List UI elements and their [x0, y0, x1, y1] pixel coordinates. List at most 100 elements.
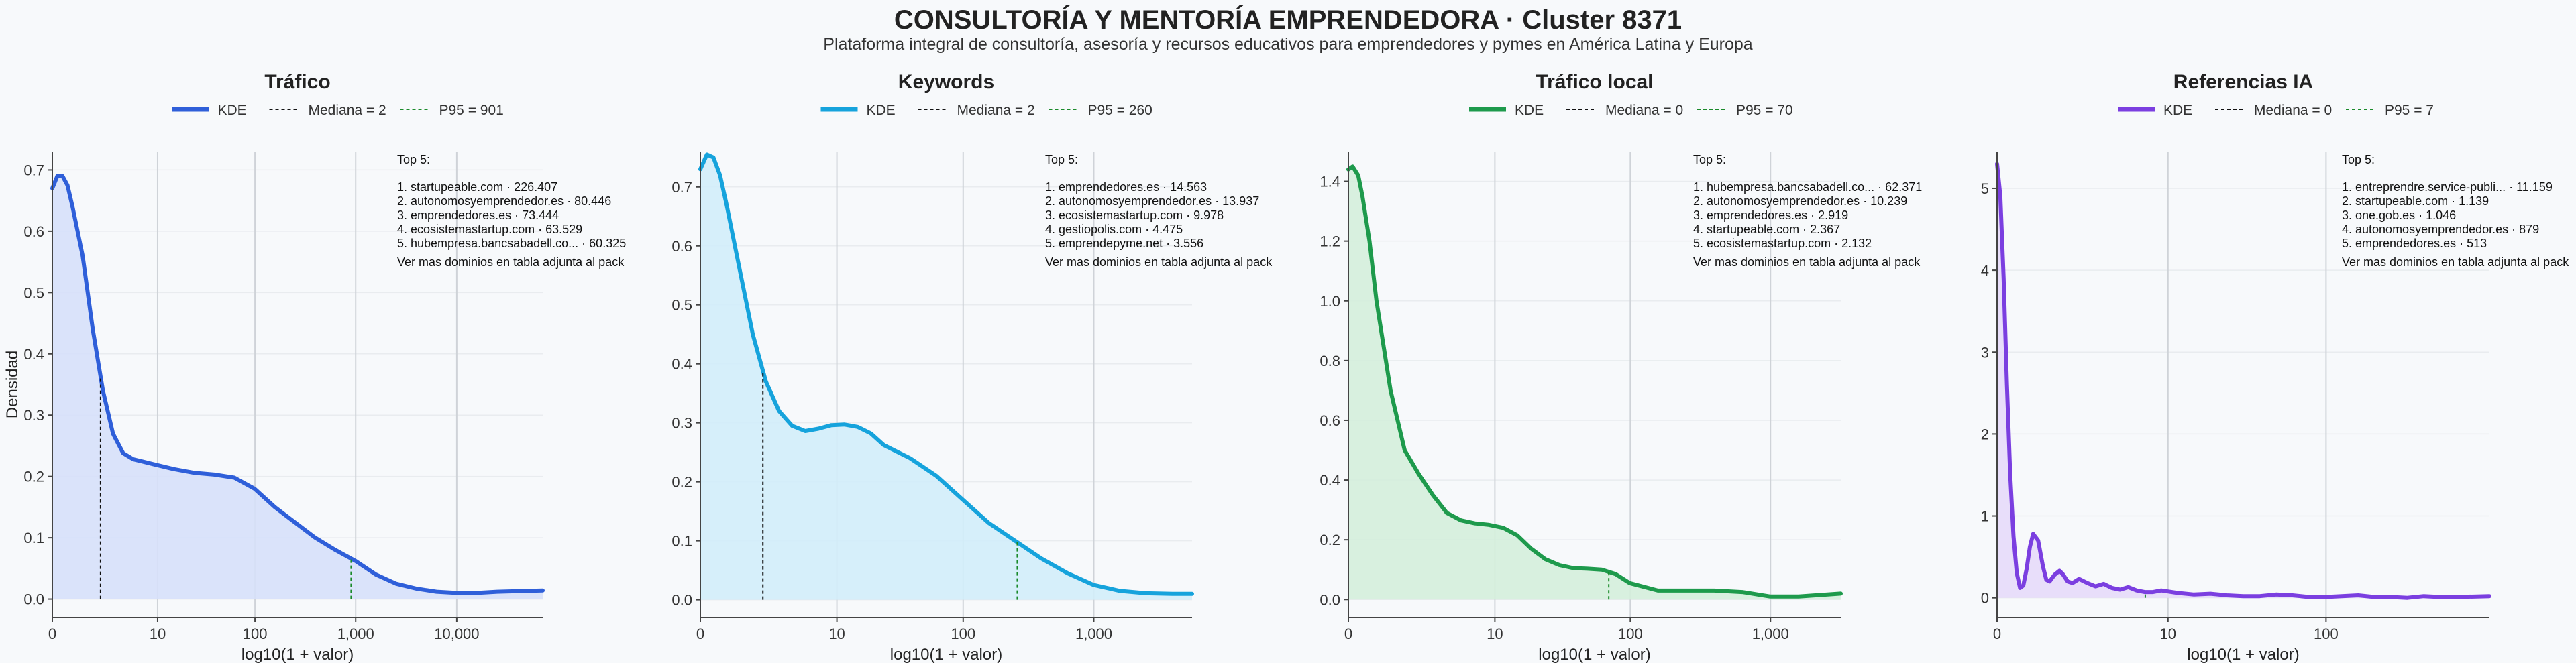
- y-tick-label: 0.6: [672, 238, 692, 255]
- kde-line: [698, 152, 1194, 596]
- annotation-item: 4. gestiopolis.com · 4.475: [1045, 223, 1183, 236]
- x-tick-label: 10: [150, 625, 166, 642]
- annotation-heading: Top 5:: [2342, 153, 2375, 166]
- kde-area: [52, 176, 543, 599]
- legend-p95-label: P95 = 901: [439, 103, 504, 118]
- x-tick-label: 10: [1487, 625, 1503, 642]
- annotation-item: 1. hubempresa.bancsabadell.co... · 62.37…: [1693, 180, 1922, 194]
- x-axis-label: log10(1 + valor): [1538, 646, 1650, 663]
- plot-area: [1997, 152, 2489, 617]
- annotation-item: 3. emprendedores.es · 2.919: [1693, 208, 1848, 222]
- x-tick-label: 100: [243, 625, 268, 642]
- annotation-footer: Ver mas dominios en tabla adjunta al pac…: [2342, 255, 2569, 269]
- legend-kde-label: KDE: [218, 103, 247, 118]
- x-axis-label: log10(1 + valor): [890, 646, 1002, 663]
- annotation-item: 2. startupeable.com · 1.139: [2342, 194, 2489, 208]
- y-tick-label: 0.1: [23, 530, 44, 546]
- x-tick-label: 0: [1993, 625, 2001, 642]
- legend-kde-label: KDE: [2163, 103, 2192, 118]
- annotation-item: 5. emprendepyme.net · 3.556: [1045, 237, 1203, 250]
- annotation-heading: Top 5:: [1693, 153, 1726, 166]
- page-title: CONSULTORÍA Y MENTORÍA EMPRENDEDORA · Cl…: [894, 5, 1682, 35]
- annotation-item: 5. ecosistemastartup.com · 2.132: [1693, 237, 1872, 250]
- kde-area: [700, 154, 1192, 600]
- annotation-item: 2. autonomosyemprendedor.es · 10.239: [1693, 194, 1907, 208]
- annotation-item: 3. ecosistemastartup.com · 9.978: [1045, 208, 1224, 222]
- legend-median-label: Mediana = 2: [957, 103, 1035, 118]
- y-tick-label: 0.1: [672, 533, 692, 550]
- y-tick-label: 0.4: [672, 356, 692, 373]
- annotation-item: 2. autonomosyemprendedor.es · 80.446: [397, 194, 611, 208]
- x-tick-label: 1,000: [337, 625, 374, 642]
- legend-median-label: Mediana = 0: [2254, 103, 2332, 118]
- chart-panel-4: 0 1 2 3 4 5 0 10 100 log10(1 + valor) Referencias …: [1981, 71, 2569, 663]
- annotation-footer: Ver mas dominios en tabla adjunta al pac…: [397, 255, 625, 269]
- y-tick-label: 0.0: [23, 591, 44, 608]
- y-tick-label: 0.8: [1320, 353, 1340, 369]
- y-tick-label: 1.0: [1320, 293, 1340, 310]
- y-tick-label: 0.3: [23, 407, 44, 424]
- legend-median-label: Mediana = 0: [1605, 103, 1683, 118]
- x-tick-label: 10: [2160, 625, 2176, 642]
- y-tick-label: 0.4: [1320, 472, 1340, 489]
- legend-median-label: Mediana = 2: [309, 103, 386, 118]
- annotation-heading: Top 5:: [397, 153, 430, 166]
- y-tick-label: 0.2: [1320, 532, 1340, 548]
- y-tick-label: 3: [1981, 344, 1989, 361]
- panel-title: Keywords: [898, 71, 994, 93]
- annotation-item: 5. hubempresa.bancsabadell.co... · 60.32…: [397, 237, 626, 250]
- kde-line: [1346, 164, 1843, 599]
- y-tick-label: 0.2: [23, 469, 44, 485]
- y-tick-label: 2: [1981, 426, 1989, 442]
- annotation-item: 4. startupeable.com · 2.367: [1693, 223, 1840, 236]
- kde-line: [50, 174, 545, 595]
- legend-p95-label: P95 = 70: [1736, 103, 1793, 118]
- y-tick-label: 0.0: [672, 592, 692, 609]
- y-tick-label: 0.5: [672, 297, 692, 314]
- x-tick-label: 0: [696, 625, 704, 642]
- annotation-item: 1. startupeable.com · 226.407: [397, 180, 557, 194]
- legend-p95-label: P95 = 7: [2385, 103, 2434, 118]
- x-axis-label: log10(1 + valor): [2187, 646, 2299, 663]
- y-axis-label: Densidad: [3, 351, 21, 418]
- chart-panel-3: 0.0 0.2 0.4 0.6 0.8 1.0 1.2 1.4 0 10 100 1,000 log10…: [1320, 71, 1922, 663]
- kde-area: [1348, 166, 1841, 600]
- x-tick-label: 10: [828, 625, 845, 642]
- y-tick-label: 5: [1981, 180, 1989, 197]
- kde-line: [1995, 162, 2491, 600]
- page-subtitle: Plataforma integral de consultoría, ases…: [823, 35, 1753, 54]
- y-tick-label: 0.6: [1320, 412, 1340, 429]
- legend-kde-label: KDE: [1515, 103, 1544, 118]
- y-tick-label: 0.4: [23, 346, 44, 363]
- chart-panel-2: 0.0 0.1 0.2 0.3 0.4 0.5 0.6 0.7 0 10 100 1,000 log10…: [672, 71, 1273, 663]
- annotation-heading: Top 5:: [1045, 153, 1078, 166]
- y-tick-label: 1.2: [1320, 233, 1340, 250]
- x-axis-label: log10(1 + valor): [241, 646, 354, 663]
- annotation-footer: Ver mas dominios en tabla adjunta al pac…: [1693, 255, 1921, 269]
- panel-title: Tráfico: [264, 71, 330, 93]
- x-tick-label: 0: [48, 625, 56, 642]
- x-tick-label: 0: [1344, 625, 1352, 642]
- panel-title: Referencias IA: [2174, 71, 2313, 93]
- annotation-item: 3. one.gob.es · 1.046: [2342, 208, 2456, 222]
- x-tick-label: 100: [2314, 625, 2339, 642]
- annotation-footer: Ver mas dominios en tabla adjunta al pac…: [1045, 255, 1273, 269]
- annotation-item: 1. emprendedores.es · 14.563: [1045, 180, 1207, 194]
- y-tick-label: 0.5: [23, 284, 44, 301]
- legend-p95-label: P95 = 260: [1088, 103, 1152, 118]
- y-tick-label: 0.3: [672, 415, 692, 432]
- y-tick-label: 0.2: [672, 474, 692, 491]
- annotation-item: 2. autonomosyemprendedor.es · 13.937: [1045, 194, 1259, 208]
- annotation-item: 3. emprendedores.es · 73.444: [397, 208, 559, 222]
- x-tick-label: 1,000: [1752, 625, 1789, 642]
- y-tick-label: 0.0: [1320, 591, 1340, 608]
- annotation-item: 1. entreprendre.service-publi... · 11.15…: [2342, 180, 2553, 194]
- y-tick-label: 0: [1981, 590, 1989, 607]
- annotation-item: 4. autonomosyemprendedor.es · 879: [2342, 223, 2539, 236]
- chart-panel-1: 0.0 0.1 0.2 0.3 0.4 0.5 0.6 0.7 0 10 100 1,000 10,00…: [3, 71, 626, 663]
- x-tick-label: 100: [1618, 625, 1643, 642]
- annotation-item: 4. ecosistemastartup.com · 63.529: [397, 223, 582, 236]
- y-tick-label: 0.6: [23, 223, 44, 240]
